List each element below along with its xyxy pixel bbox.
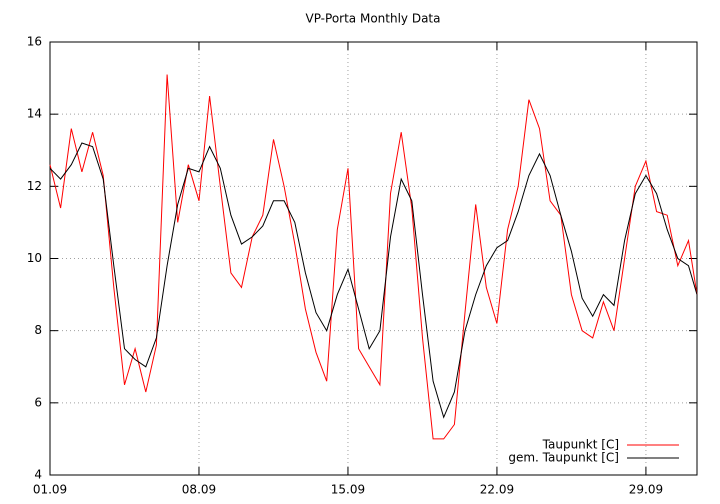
y-tick-label: 16 — [27, 35, 42, 49]
series-line — [49, 74, 698, 440]
series-line — [49, 142, 698, 419]
x-tick-label: 01.09 — [33, 483, 67, 497]
x-tick-label: 15.09 — [331, 483, 365, 497]
x-tick-label: 08.09 — [182, 483, 216, 497]
legend-label: Taupunkt [C] — [542, 438, 619, 452]
y-tick-label: 12 — [27, 179, 42, 193]
y-tick-label: 14 — [27, 107, 42, 121]
x-tick-label: 22.09 — [480, 483, 514, 497]
y-tick-label: 4 — [34, 468, 42, 482]
y-tick-label: 10 — [27, 251, 42, 265]
chart-title: VP-Porta Monthly Data — [306, 12, 441, 26]
x-tick-label: 29.09 — [629, 483, 663, 497]
legend-label: gem. Taupunkt [C] — [508, 451, 619, 465]
plot-frame — [49, 41, 698, 476]
y-tick-label: 8 — [34, 323, 42, 337]
y-tick-label: 6 — [34, 395, 42, 409]
